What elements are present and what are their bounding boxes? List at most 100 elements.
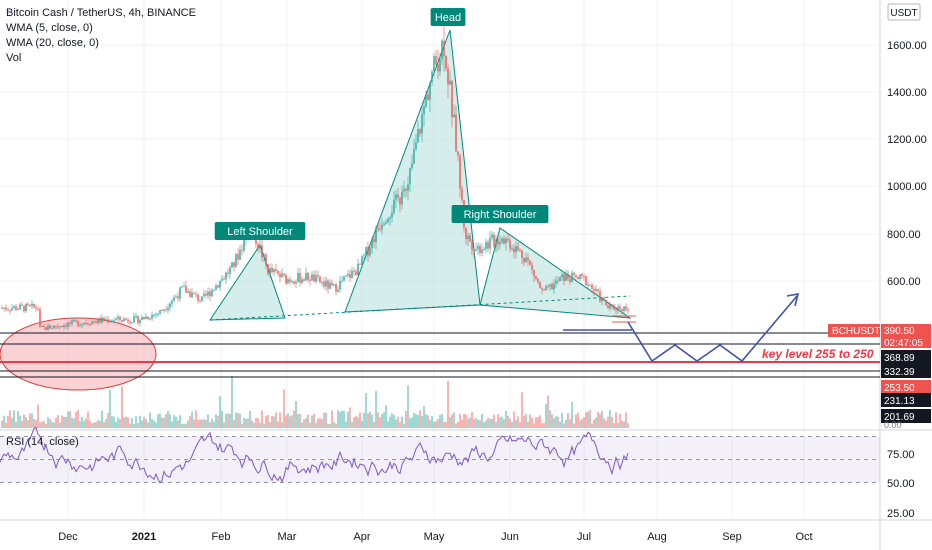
candle-body [69,322,71,324]
candle-body [539,282,541,289]
volume-bar [597,412,599,428]
level-badge[interactable] [881,350,931,364]
volume-bar [627,423,629,428]
head-label-bg[interactable] [430,8,466,26]
left-shoulder-label-bg[interactable] [214,222,306,240]
volume-bar [469,417,471,428]
time-tick-label: Apr [353,531,370,543]
volume-bar [173,415,175,428]
candle-body [3,307,5,309]
candle-body [475,249,477,251]
candle-body [147,316,149,319]
volume-bar [561,412,563,428]
volume-bar [495,422,497,428]
candle-body [41,326,43,328]
volume-bar [593,419,595,428]
volume-bar [83,420,85,428]
volume-bar [621,420,623,428]
last-price-badge[interactable] [881,324,931,348]
candle-body [335,284,337,292]
level-badge[interactable] [881,393,931,407]
candle-body [403,188,405,192]
candle-body [299,272,301,283]
candle-body [33,303,35,308]
volume-bar [517,416,519,428]
volume-bar [47,417,49,428]
key-level-label[interactable]: key level 255 to 250 [762,347,874,361]
volume-bar [27,420,29,428]
candle-body [259,245,261,249]
volume-bar [345,421,347,428]
volume-bar [445,421,447,428]
candle-body [183,285,185,287]
candle-body [287,279,289,284]
candle-body [571,272,573,282]
indicator-vol[interactable]: Vol [6,52,22,64]
volume-bar [191,411,193,428]
volume-bar [209,422,211,428]
volume-bar [407,385,409,428]
candle-body [187,291,189,293]
time-tick-label: May [424,531,445,543]
projection-line[interactable] [627,295,798,363]
candle-body [437,64,439,72]
volume-bar [519,421,521,428]
candle-body [511,248,513,250]
volume-bar [483,422,485,428]
volume-bar [531,418,533,428]
candle-body [449,80,451,85]
indicator-wma5[interactable]: WMA (5, close, 0) [6,22,93,34]
candle-body [193,292,195,294]
candle-body [609,304,611,309]
candle-body [405,188,407,191]
volume-bar [393,414,395,428]
currency-button-label[interactable]: USDT [890,8,917,19]
symbol-badge[interactable] [828,324,880,337]
candle-body [133,316,135,323]
candle-body [425,94,427,107]
volume-bar [383,412,385,428]
volume-bar [331,410,333,428]
currency-button[interactable] [887,3,921,21]
candle-body [601,297,603,302]
candle-body [357,263,359,276]
volume-bar [507,415,509,428]
symbol-title[interactable]: Bitcoin Cash / TetherUS, 4h, BINANCE [6,7,196,19]
volume-bar [237,412,239,428]
candle-body [329,282,331,289]
candle-body [195,293,197,295]
level-badge[interactable] [881,380,931,394]
candle-body [27,303,29,305]
neckline[interactable] [209,295,631,321]
volume-bar [509,418,511,428]
volume-bar [279,412,281,428]
right-shoulder-shape[interactable] [479,227,632,319]
accumulation-ellipse[interactable] [0,317,157,391]
candle-body [135,315,137,317]
indicator-wma20[interactable]: WMA (20, close, 0) [6,37,99,49]
rsi-legend[interactable]: RSI (14, close) [6,436,79,448]
volume-bar [3,415,5,428]
candle-body [101,317,103,323]
candle-body [551,284,553,290]
right-shoulder-label-bg[interactable] [451,205,549,223]
candle-body [223,278,225,280]
volume-bar [419,410,421,428]
candle-body [331,282,333,286]
volume-bar [55,417,57,428]
right-shoulder-label[interactable]: Right Shoulder [464,209,537,221]
head-shape[interactable] [344,29,481,313]
candle-body [145,316,147,319]
level-badge[interactable] [881,409,931,423]
level-badge[interactable] [881,364,931,378]
candle-body [225,272,227,280]
head-label[interactable]: Head [435,12,461,24]
projection-arrowhead[interactable] [786,292,800,307]
volume-bar [355,415,357,428]
candle-body [423,106,425,115]
volume-bar [487,417,489,428]
left-shoulder-label[interactable]: Left Shoulder [227,226,293,238]
candle-body [49,325,51,329]
volume-bar [333,421,335,428]
